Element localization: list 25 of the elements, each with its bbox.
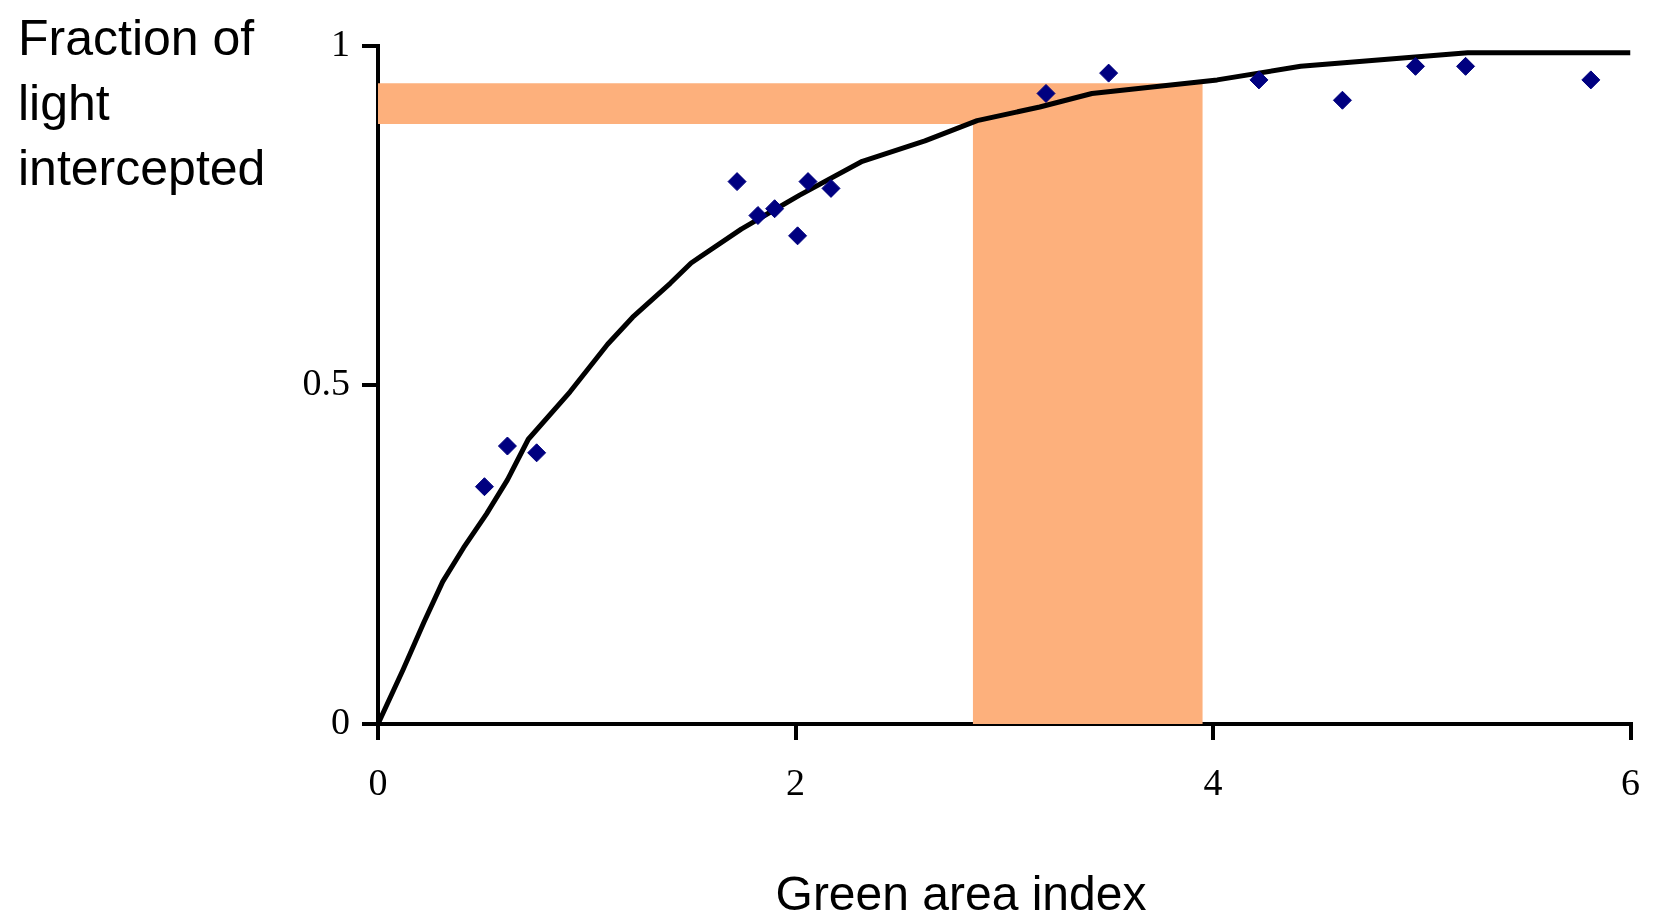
point xyxy=(748,206,768,225)
x-axis-title: Green area index xyxy=(774,866,1148,918)
point xyxy=(527,443,547,463)
point xyxy=(1036,83,1056,103)
point xyxy=(788,226,808,246)
x-tick-label: 2 xyxy=(786,760,805,803)
x-tick-label: 0 xyxy=(368,760,388,803)
point xyxy=(1332,90,1352,110)
y-tick-label: 0.5 xyxy=(302,360,350,403)
y-tick-label: 1 xyxy=(331,21,350,64)
point xyxy=(765,199,785,219)
point xyxy=(474,477,494,497)
y-tick-label: 0 xyxy=(331,699,350,742)
point xyxy=(1249,70,1269,90)
point xyxy=(1405,56,1425,76)
point xyxy=(497,436,517,456)
x-tick-label: 4 xyxy=(1203,760,1223,803)
point xyxy=(821,178,841,198)
point xyxy=(798,172,818,192)
x-tick-label: 6 xyxy=(1621,760,1640,803)
point xyxy=(1456,56,1476,76)
point xyxy=(1581,70,1601,90)
point xyxy=(1099,63,1119,83)
y-axis-title: Fraction of light intercepted xyxy=(18,9,267,198)
point xyxy=(727,172,747,192)
